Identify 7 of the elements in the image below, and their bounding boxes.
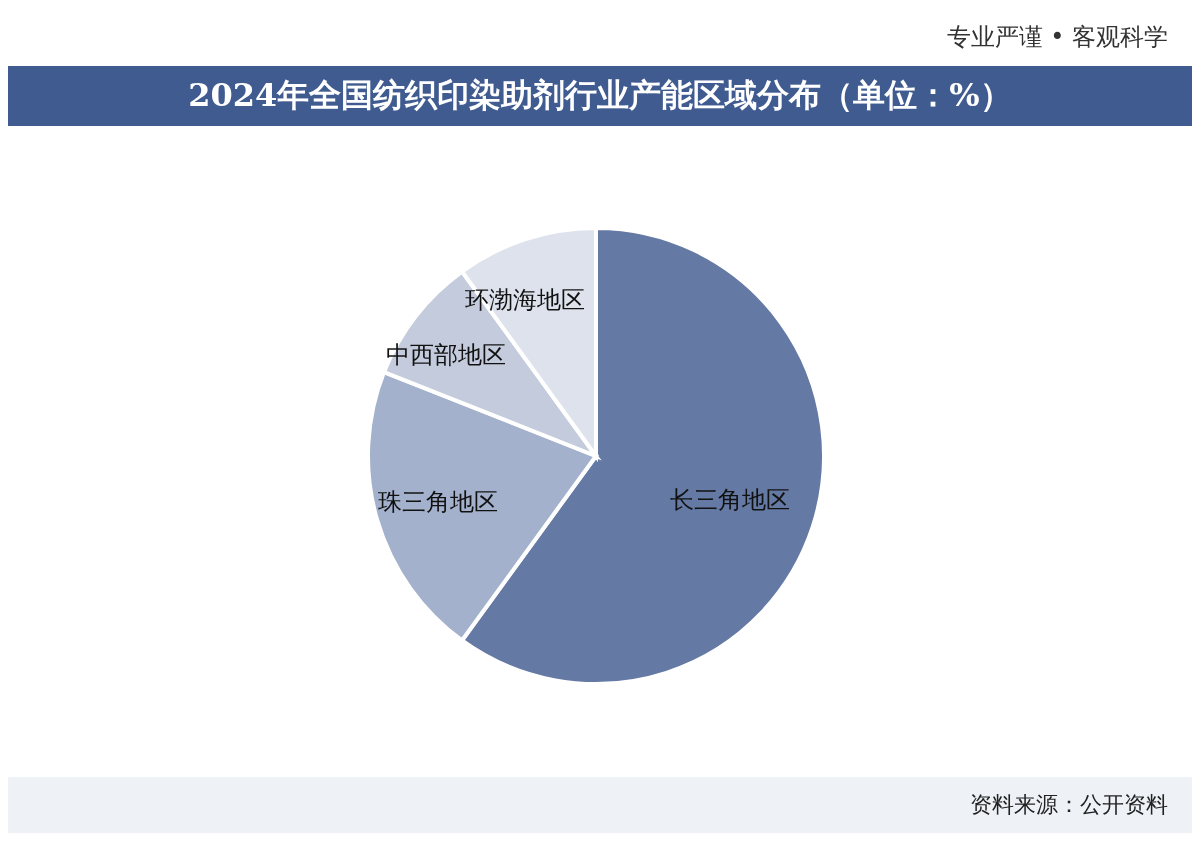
- chart-title: 2024年全国纺织印染助剂行业产能区域分布（单位：%）: [8, 66, 1192, 126]
- slice-label: 中西部地区: [386, 341, 507, 370]
- slice-label: 环渤海地区: [465, 285, 586, 314]
- text: 资料来源：公开资料: [8, 777, 1192, 833]
- slice-label: 珠三角地区: [378, 487, 499, 516]
- slice-label: 长三角地区: [670, 485, 791, 514]
- text: 专业严谨 • 客观科学: [945, 22, 1169, 53]
